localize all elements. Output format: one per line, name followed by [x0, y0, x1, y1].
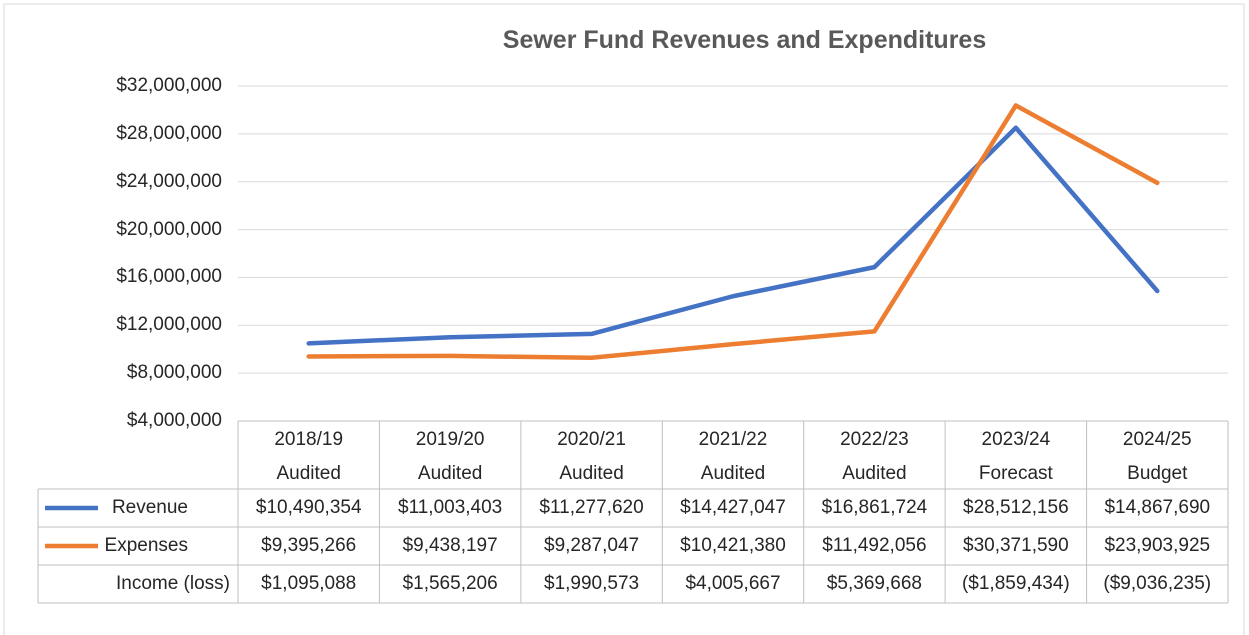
table-value: $30,371,590 — [963, 535, 1069, 556]
table-row-label: Income (loss) — [115, 573, 230, 594]
y-tick-label: $12,000,000 — [116, 314, 222, 336]
y-tick-label: $8,000,000 — [126, 362, 222, 384]
y-tick-label: $24,000,000 — [116, 170, 222, 192]
table-value: $9,287,047 — [544, 535, 640, 556]
table-value: $23,903,925 — [1104, 535, 1211, 556]
line-series — [306, 125, 1160, 346]
table-value: ($9,036,235) — [1103, 573, 1212, 594]
x-tick-label: 2021/22 Audited — [698, 429, 768, 484]
table-value: $11,277,620 — [539, 497, 644, 518]
x-tick-label: 2023/24 Forecast — [978, 429, 1053, 484]
x-tick-label: 2018/19 Audited — [274, 429, 344, 484]
y-tick-label: $20,000,000 — [116, 218, 222, 240]
line-series — [306, 103, 1160, 360]
table-value: $1,095,088 — [261, 573, 357, 594]
x-tick-label: 2024/25 Budget — [1122, 429, 1192, 484]
legend-label: Revenue — [111, 497, 188, 518]
legend-label: Expenses — [104, 535, 188, 556]
y-tick-label: $4,000,000 — [126, 410, 222, 431]
table-value: $14,867,690 — [1104, 497, 1211, 518]
table-value: $10,490,354 — [255, 497, 362, 518]
y-tick-label: $28,000,000 — [116, 122, 222, 144]
table-value: $1,990,573 — [544, 573, 640, 594]
table-value: $11,003,403 — [398, 497, 503, 518]
table-value: $14,427,047 — [680, 497, 786, 518]
table-value: $1,565,206 — [402, 573, 498, 594]
x-tick-label: 2020/21 Audited — [557, 429, 626, 484]
table-value: $11,492,056 — [822, 535, 927, 556]
y-tick-label: $16,000,000 — [116, 266, 222, 288]
table-value: $28,512,156 — [963, 497, 1069, 518]
chart-border — [3, 3, 1245, 635]
table-value: $5,369,668 — [826, 573, 922, 594]
table-value: ($1,859,434) — [961, 573, 1070, 594]
table-value: $10,421,380 — [680, 535, 786, 556]
table-value: $16,861,724 — [821, 497, 928, 518]
table-value: $4,005,667 — [685, 573, 781, 594]
table-value: $9,395,266 — [261, 535, 357, 556]
x-tick-label: 2022/23 Audited — [840, 429, 909, 484]
chart-title: Sewer Fund Revenues and Expenditures — [502, 26, 987, 54]
table-value: $9,438,197 — [402, 535, 498, 556]
y-tick-label: $32,000,000 — [116, 75, 222, 96]
x-tick-label: 2019/20 Audited — [415, 429, 485, 484]
